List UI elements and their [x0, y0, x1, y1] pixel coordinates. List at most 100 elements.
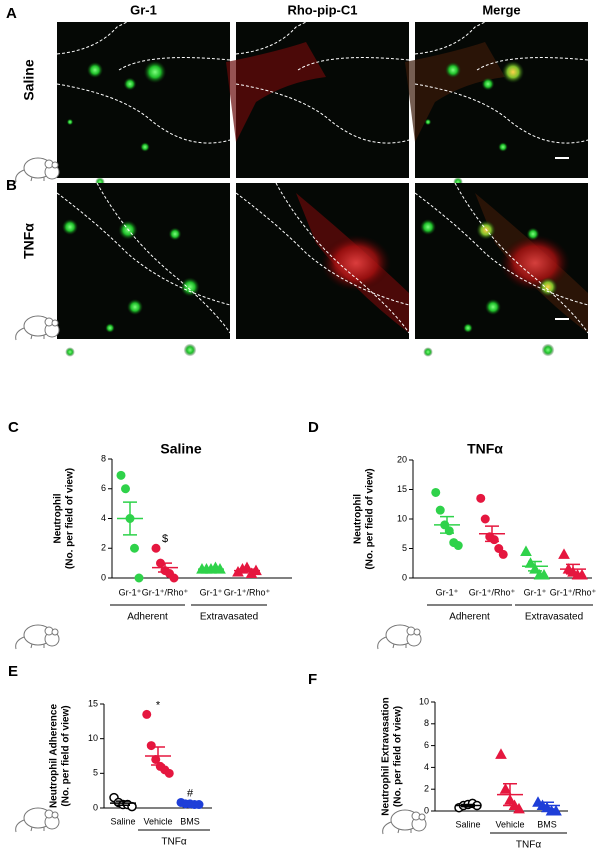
data-point	[146, 741, 156, 751]
data-point	[121, 484, 130, 494]
column-header: Merge	[482, 2, 520, 17]
error-bar	[204, 567, 218, 571]
data-point	[499, 783, 512, 794]
error-bar	[485, 525, 499, 543]
cell	[538, 277, 558, 297]
data-point	[476, 493, 486, 503]
cell	[485, 299, 501, 315]
micrograph	[226, 21, 410, 178]
cell	[105, 323, 115, 333]
error-bar	[116, 800, 130, 806]
y-tick-label: 15	[88, 698, 98, 708]
vessel-outline	[414, 83, 589, 144]
micrograph-background	[236, 22, 409, 178]
x-tick-label: Gr-1⁺	[119, 587, 142, 597]
y-tick-label: 0	[93, 802, 98, 812]
significance-mark: *	[156, 699, 161, 711]
y-tick-label: 20	[397, 454, 407, 464]
data-point	[550, 804, 562, 816]
x-tick-label: Gr-1⁺	[524, 587, 547, 597]
y-tick-label: 0	[402, 572, 407, 582]
data-point	[134, 573, 144, 583]
x-tick-label: Gr-1⁺	[436, 587, 459, 597]
y-axis-label: Neutrophil	[53, 493, 64, 543]
data-point	[431, 487, 441, 497]
cell	[183, 343, 197, 357]
data-point	[494, 544, 504, 553]
error-bar	[540, 801, 554, 810]
cell	[541, 343, 555, 357]
panel-label: C	[8, 419, 19, 436]
vessel-outline	[454, 182, 589, 334]
error-bar	[183, 802, 197, 806]
vessel-outline	[275, 182, 410, 334]
x-tick-label: Gr-1⁺/Rho⁺	[224, 587, 271, 597]
cell	[481, 77, 495, 91]
chart-title: TNFα	[467, 441, 503, 457]
micrograph	[235, 182, 410, 339]
cell	[445, 62, 461, 78]
error-bar	[158, 562, 172, 573]
y-tick-label: 5	[402, 543, 407, 553]
y-tick-label: 2	[424, 784, 429, 794]
chart: Neutrophil Adherence (No. per field of vi…	[49, 698, 212, 848]
y-tick-label: 8	[424, 718, 429, 728]
group-label: TNFα	[161, 837, 186, 848]
micrograph-background	[57, 183, 230, 339]
data-point	[142, 709, 152, 719]
error-bar	[240, 568, 254, 573]
panel-label: D	[308, 419, 319, 436]
data-point	[151, 543, 161, 553]
error-bar	[503, 783, 517, 807]
data-point	[169, 573, 179, 583]
data-point	[513, 802, 525, 814]
error-bar	[123, 501, 137, 536]
data-point	[524, 557, 537, 568]
y-tick-label: 10	[419, 696, 429, 706]
cell	[420, 219, 436, 235]
data-point	[498, 549, 508, 559]
y-tick-label: 4	[101, 513, 106, 523]
significance-mark: #	[187, 787, 194, 799]
y-tick-label: 8	[101, 453, 106, 463]
data-point	[453, 541, 463, 551]
chart-title: Saline	[160, 441, 201, 457]
x-tick-label: Saline	[455, 819, 480, 829]
y-axis-label: Neutrophil Extravasation	[381, 697, 392, 815]
panel-label: F	[308, 671, 317, 688]
error-bar	[440, 515, 454, 534]
error-bar	[528, 560, 542, 572]
y-tick-label: 2	[101, 543, 106, 553]
row-header: Saline	[21, 59, 37, 100]
x-tick-label: Vehicle	[143, 816, 172, 826]
micrograph	[405, 21, 589, 187]
row-header: TNFα	[21, 223, 37, 259]
x-tick-label: BMS	[537, 819, 557, 829]
cell	[501, 60, 525, 84]
rho-signal	[226, 42, 326, 142]
panel-label: E	[8, 663, 18, 680]
cell	[140, 142, 150, 152]
y-axis-label: (No. per field of view)	[365, 468, 376, 569]
group-label: Adherent	[449, 612, 490, 623]
cell	[168, 227, 182, 241]
y-tick-label: 6	[424, 740, 429, 750]
cell	[127, 299, 143, 315]
y-axis-label: Neutrophil	[353, 494, 364, 544]
y-tick-label: 0	[101, 572, 106, 582]
error-bar	[461, 803, 475, 808]
micrograph	[56, 182, 231, 357]
vessel-outline	[56, 192, 231, 306]
y-axis-label: (No. per field of view)	[65, 468, 76, 569]
cell	[65, 347, 75, 357]
data-point	[130, 543, 139, 553]
data-point	[116, 470, 126, 480]
cell	[498, 142, 508, 152]
y-tick-label: 6	[101, 483, 106, 493]
cell	[526, 227, 540, 241]
data-point	[480, 514, 490, 524]
y-tick-label: 10	[397, 513, 407, 523]
column-header: Gr-1	[130, 2, 157, 17]
x-tick-label: BMS	[180, 816, 200, 826]
